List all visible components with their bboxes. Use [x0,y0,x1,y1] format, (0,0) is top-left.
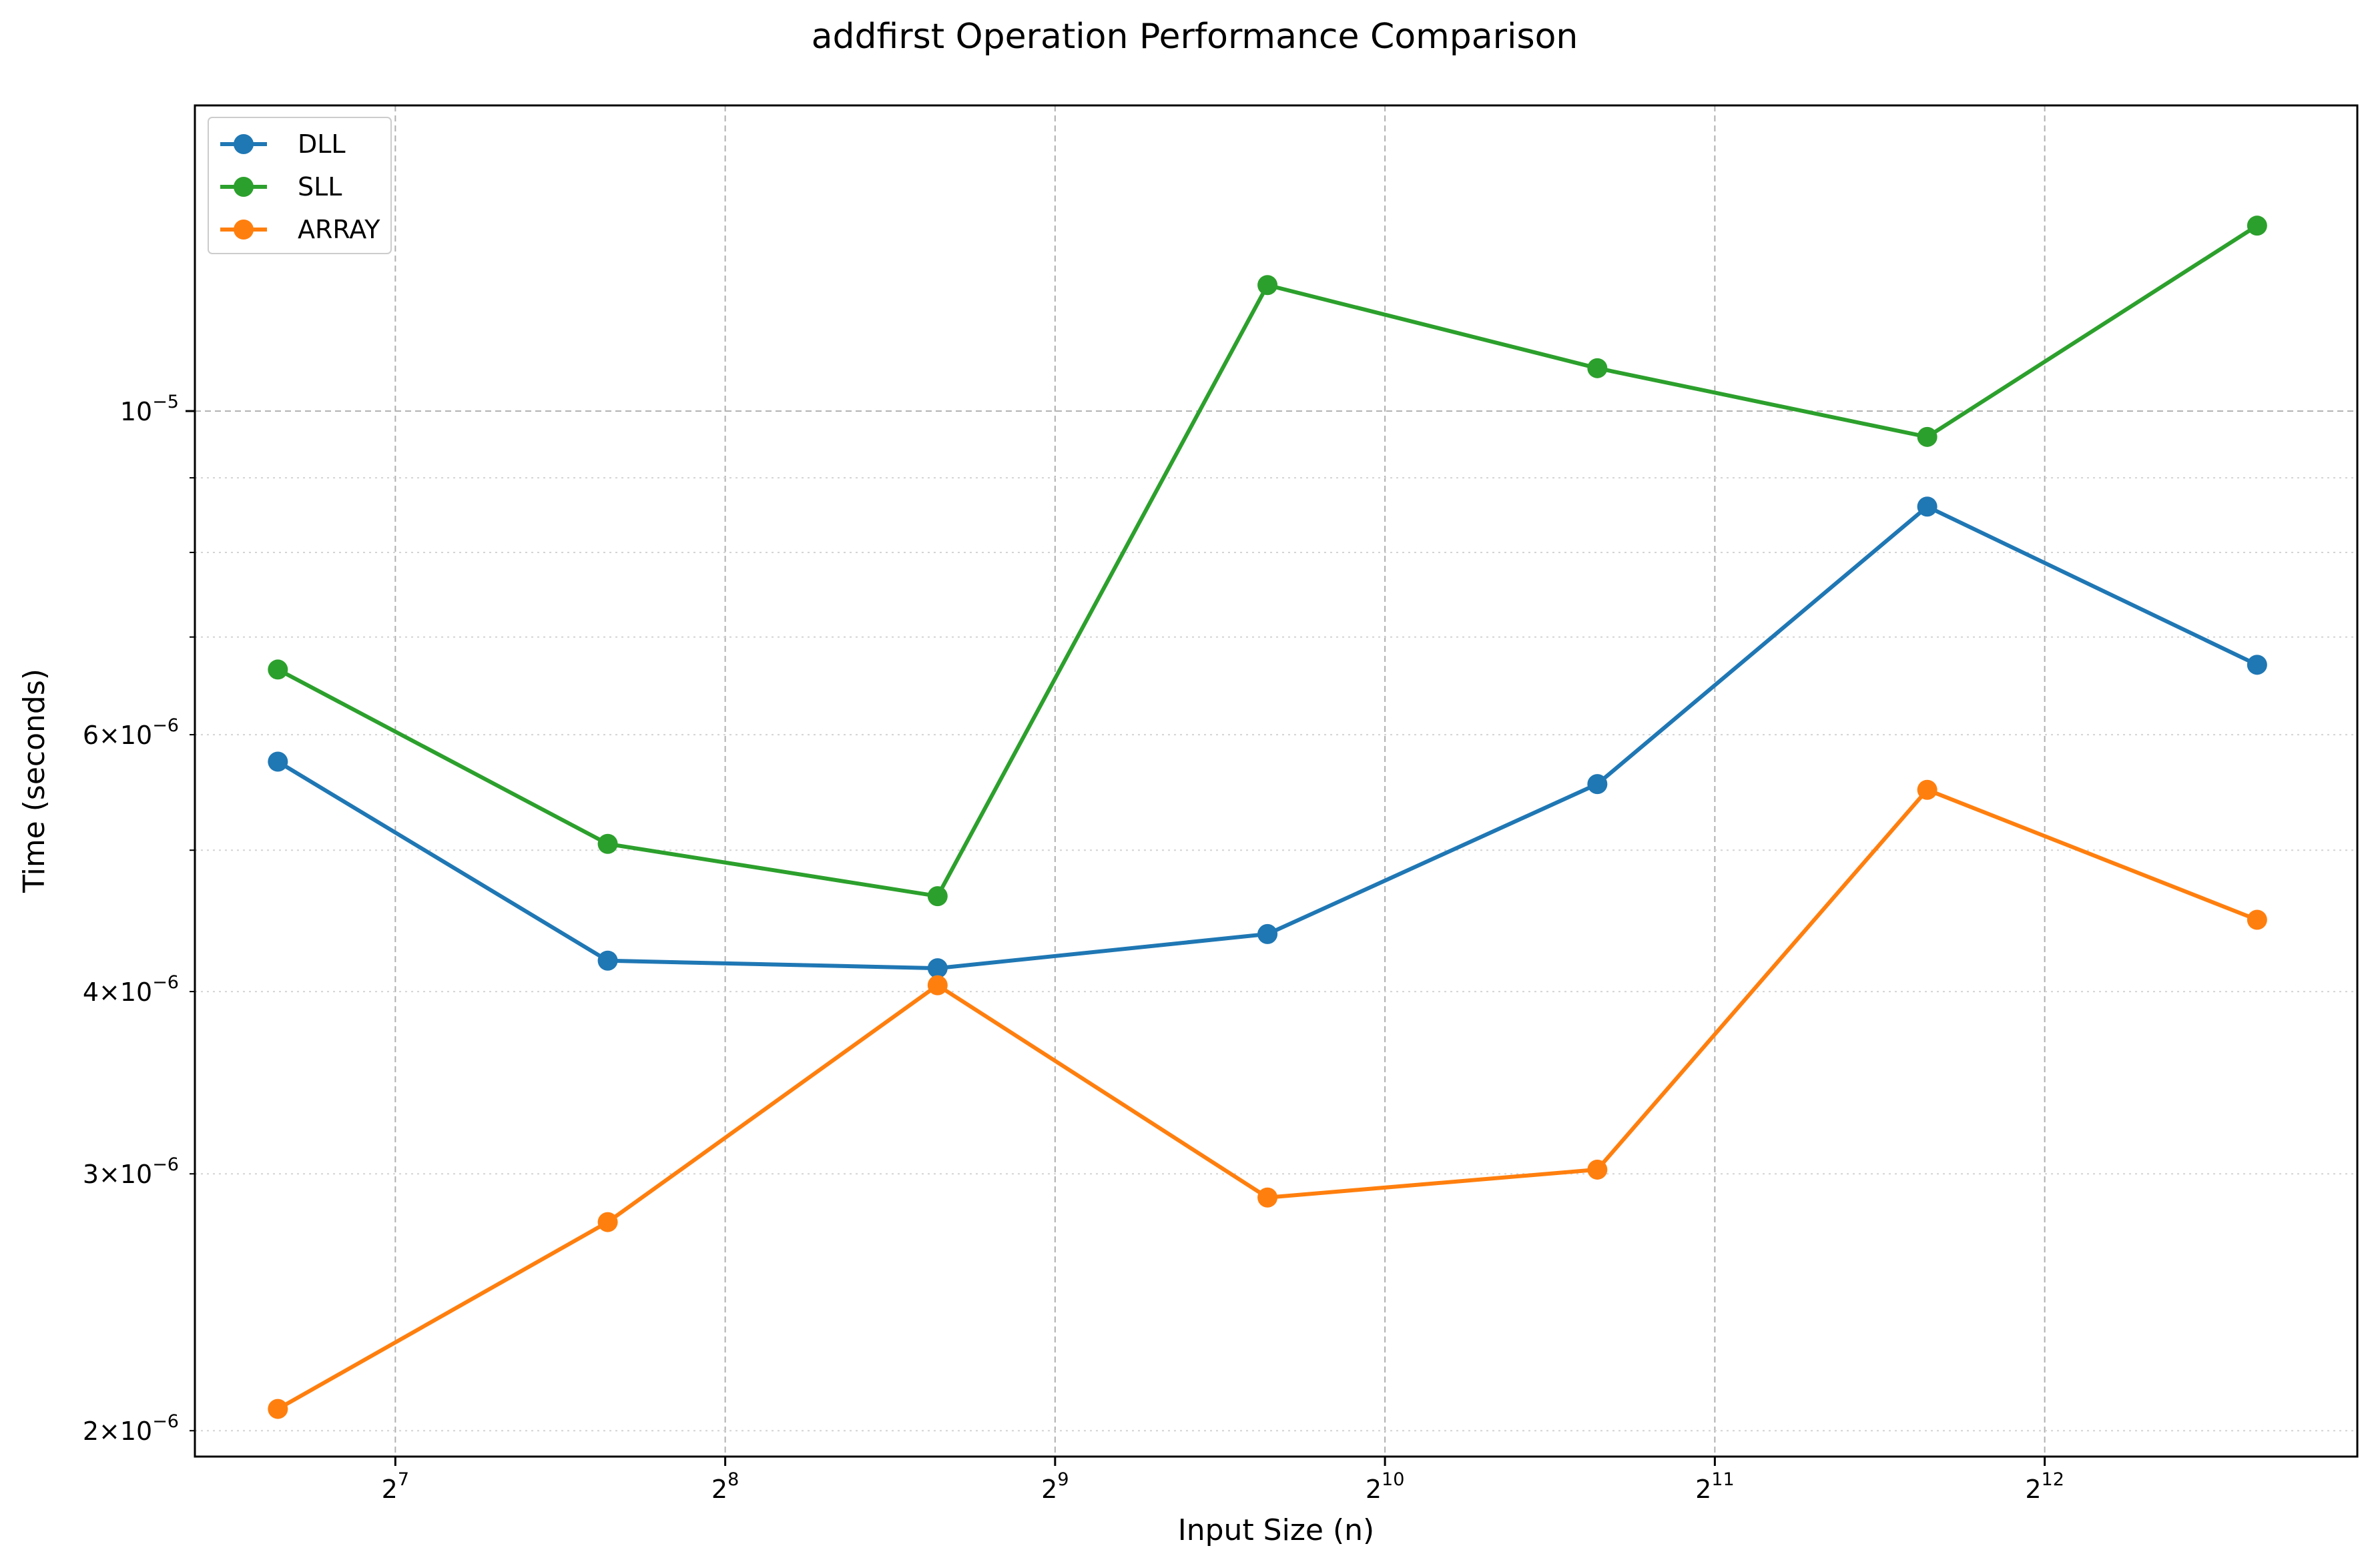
data-point-dll-6 [2247,655,2267,675]
data-point-dll-4 [1587,774,1608,795]
y-minor-tick-label-4: 6×10−6 [83,715,179,750]
x-tick-label-0: 27 [382,1469,409,1504]
legend: DLL SLL ARRAY [208,117,392,254]
data-point-array-3 [1257,1187,1278,1208]
series-array [268,779,2267,1419]
data-point-dll-5 [1917,496,1938,517]
x-tick-label-2: 29 [1041,1469,1069,1504]
y-minor-tick-label-2: 4×10−6 [83,972,179,1007]
data-point-array-1 [597,1212,618,1232]
chart-title: addfirst Operation Performance Compariso… [812,17,1578,57]
x-tick-label-5: 212 [2025,1469,2064,1504]
data-point-array-6 [2247,909,2267,930]
data-point-sll-2 [927,886,948,907]
data-point-sll-4 [1587,358,1608,378]
data-point-dll-0 [268,751,288,772]
x-tick-label-4: 211 [1695,1469,1735,1504]
x-tick-label-1: 28 [711,1469,739,1504]
data-point-dll-2 [927,958,948,979]
y-minor-tick-label-0: 2×10−6 [83,1411,179,1446]
legend-marker-sll [234,177,254,197]
y-axis-ticks: 10−5 2×10−6 3×10−6 4×10−6 6×10−6 [83,392,195,1446]
data-point-sll-3 [1257,275,1278,296]
data-point-sll-6 [2247,216,2267,236]
data-point-array-5 [1917,779,1938,800]
data-point-dll-3 [1257,923,1278,944]
data-point-array-4 [1587,1159,1608,1180]
grid-lines [195,105,2357,1457]
legend-marker-array [234,220,254,240]
y-major-tick-label-0: 10−5 [120,392,179,426]
series-group [268,216,2267,1419]
data-point-sll-0 [268,659,288,680]
series-sll [268,216,2267,907]
x-axis-ticks: 27 28 29 210 211 212 [382,1457,2064,1504]
legend-label-array: ARRAY [298,215,380,244]
data-point-sll-1 [597,833,618,854]
data-point-sll-5 [1917,426,1938,447]
legend-marker-dll [234,134,254,154]
x-tick-label-3: 210 [1366,1469,1405,1504]
series-dll [268,496,2267,979]
y-axis-label: Time (seconds) [17,669,51,893]
data-point-dll-1 [597,950,618,971]
legend-box [208,117,392,254]
data-point-array-2 [927,975,948,996]
legend-label-sll: SLL [298,172,342,202]
y-minor-tick-label-1: 3×10−6 [83,1154,179,1189]
legend-label-dll: DLL [298,129,346,159]
plot-area-frame [194,104,2359,1458]
x-axis-label: Input Size (n) [1178,1513,1374,1547]
data-point-array-0 [268,1399,288,1419]
